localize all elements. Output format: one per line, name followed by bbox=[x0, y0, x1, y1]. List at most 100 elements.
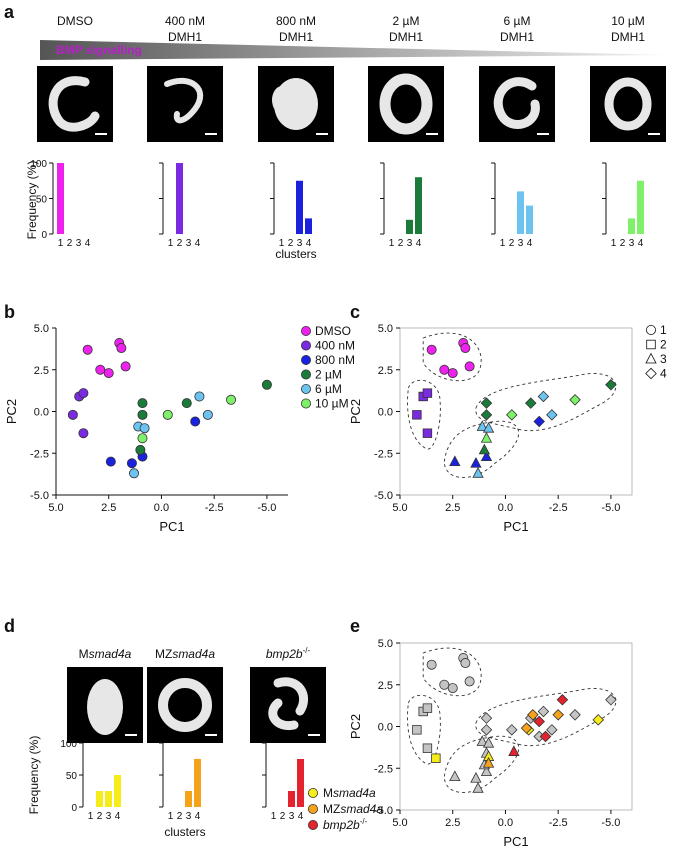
panel-a: DMSO 400 nM DMH1 800 nM DMH1 2 µM DMH1 6 µM DMH1… bbox=[25, 14, 666, 261]
condition-sublabel: DMH1 bbox=[611, 30, 645, 44]
bar-bmp2b----4 bbox=[297, 759, 304, 807]
x-tick-label: 2 bbox=[398, 238, 404, 249]
point-reference bbox=[480, 765, 493, 776]
embryo-image bbox=[147, 66, 223, 142]
diamond-legend-marker bbox=[645, 367, 657, 380]
circle-legend-marker bbox=[646, 324, 657, 335]
x-tick-label: 1 bbox=[168, 238, 174, 249]
y-tick-label: 2.5 bbox=[378, 680, 393, 692]
panel-letter-b: b bbox=[4, 302, 15, 322]
embryo-shape bbox=[272, 86, 292, 114]
y-tick-label: 0 bbox=[41, 230, 47, 241]
legend-marker bbox=[300, 383, 311, 394]
bar-MZsmad4a-4 bbox=[194, 759, 201, 807]
x-tick-label: 0.0 bbox=[498, 817, 513, 829]
embryo-shape bbox=[48, 76, 100, 132]
point-10-µM bbox=[137, 433, 148, 444]
x-tick-label: 2 bbox=[288, 238, 294, 249]
point-reference bbox=[460, 658, 471, 669]
genotype-label: Msmad4a bbox=[79, 647, 132, 661]
x-tick-label: 3 bbox=[186, 238, 192, 249]
genotype-gene: smad4a bbox=[89, 647, 132, 661]
x-tick-label: 4 bbox=[527, 238, 533, 249]
x-tick-label: 2.5 bbox=[445, 817, 460, 829]
bar-800-nM-DMH1-4 bbox=[305, 218, 312, 234]
point-800-nM bbox=[470, 457, 482, 468]
genotype-gene: smad4a bbox=[333, 786, 376, 800]
cluster-outline-1 bbox=[422, 647, 482, 697]
x-tick-label: 2.5 bbox=[445, 502, 460, 514]
point-400-nM bbox=[78, 388, 89, 399]
x-tick-label: 2 bbox=[280, 811, 286, 822]
x-tick-label: 2 bbox=[509, 238, 515, 249]
x-tick-label: 3 bbox=[518, 238, 524, 249]
embryo-image bbox=[250, 667, 326, 743]
point-400-nM bbox=[422, 388, 433, 398]
x-tick-label: 1 bbox=[271, 811, 277, 822]
x-tick-label: -2.5 bbox=[205, 502, 224, 514]
bar-Msmad4a-3 bbox=[105, 791, 112, 807]
x-tick-label: 2 bbox=[177, 238, 183, 249]
x-axis-title: PC1 bbox=[503, 834, 528, 849]
point-10-µM bbox=[226, 394, 237, 405]
point-Msmad4a bbox=[592, 714, 605, 726]
point-reference bbox=[412, 725, 422, 735]
shape-legend-label: 3 bbox=[660, 352, 667, 366]
y-tick-label: -2.5 bbox=[374, 763, 393, 775]
condition-label: DMSO bbox=[57, 14, 93, 28]
point-MZsmad4a bbox=[527, 709, 539, 721]
point-800-nM bbox=[533, 415, 545, 428]
condition-label: 800 nM bbox=[276, 14, 316, 28]
point-reference bbox=[605, 694, 617, 706]
y-tick-label: 0.0 bbox=[34, 407, 49, 419]
point-reference bbox=[480, 724, 493, 736]
embryo-image bbox=[590, 66, 666, 142]
point-800-nM bbox=[480, 450, 493, 461]
cluster-outline-2 bbox=[407, 380, 441, 450]
x-tick-label: -5.0 bbox=[601, 817, 620, 829]
shape-legend-label: 1 bbox=[660, 323, 667, 337]
genotype-prefix: M bbox=[79, 647, 89, 661]
bar-10-µM-DMH1-3 bbox=[628, 218, 635, 234]
image-background bbox=[147, 66, 223, 142]
shape-legend-label: 2 bbox=[660, 338, 667, 352]
y-tick-label: -2.5 bbox=[30, 448, 49, 460]
x-tick-label: 4 bbox=[85, 238, 91, 249]
x-tick-label: 3 bbox=[76, 238, 82, 249]
x-tick-label: 4 bbox=[195, 238, 201, 249]
point-reference bbox=[472, 782, 484, 793]
panel-b-scatter: 5.0 2.5 0.0 -2.5 -5.05.02.50.0-2.5-5.0PC1PC2… bbox=[4, 323, 355, 534]
panel-letter-d: d bbox=[4, 616, 15, 636]
condition-sublabel: DMH1 bbox=[279, 30, 313, 44]
image-background bbox=[590, 66, 666, 142]
x-tick-label: -5.0 bbox=[257, 502, 276, 514]
x-tick-label: 4 bbox=[416, 238, 422, 249]
y-tick-label: 0.0 bbox=[378, 722, 393, 734]
genotype-prefix: M bbox=[323, 786, 333, 800]
x-axis-title: PC1 bbox=[159, 519, 184, 534]
point-800-nM bbox=[126, 458, 137, 469]
y-tick-label: 0 bbox=[71, 803, 77, 814]
point-DMSO bbox=[439, 364, 450, 375]
point-2-µM bbox=[135, 444, 146, 455]
point-reference bbox=[546, 724, 558, 736]
point-800-nM bbox=[105, 456, 116, 467]
point-bmp2b--- bbox=[556, 694, 569, 706]
bar-10-µM-DMH1-4 bbox=[637, 180, 644, 234]
legend-marker bbox=[307, 804, 318, 815]
point-2-µM bbox=[480, 397, 493, 409]
x-tick-label: 1 bbox=[611, 238, 617, 249]
bar-chart: 0 50 100 1 2 3 4 bbox=[30, 159, 90, 249]
legend-label: Msmad4a bbox=[323, 786, 376, 800]
x-tick-label: -5.0 bbox=[601, 502, 620, 514]
x-tick-label: 3 bbox=[297, 238, 303, 249]
y-tick-label: 5.0 bbox=[378, 638, 393, 650]
genotype-gene: smad4a bbox=[340, 802, 383, 816]
x-tick-label: 5.0 bbox=[392, 817, 407, 829]
point-bmp2b--- bbox=[533, 715, 545, 728]
x-tick-label: 1 bbox=[389, 238, 395, 249]
y-tick-label: 50 bbox=[36, 195, 48, 206]
